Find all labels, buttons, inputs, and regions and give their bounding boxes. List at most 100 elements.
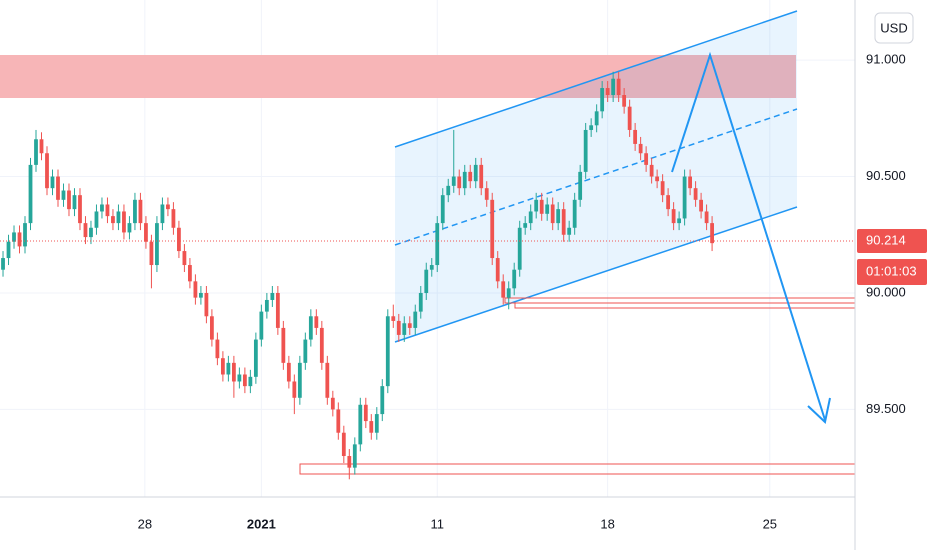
countdown-badge [857, 259, 927, 285]
candle-body [105, 204, 110, 217]
candle-body [138, 199, 143, 224]
candle-body [259, 311, 264, 340]
candle-body [166, 204, 170, 210]
candle-body [622, 95, 627, 107]
candle-body [539, 199, 544, 214]
currency[interactable]: USD [880, 20, 907, 35]
candle-body [710, 223, 714, 244]
candle-body [594, 111, 599, 126]
candle-body [292, 381, 297, 398]
candle-body [358, 404, 363, 445]
candle-body [144, 223, 148, 242]
candle-body [517, 227, 522, 270]
candle-body [506, 288, 511, 298]
x-tick-label: 11 [431, 516, 445, 531]
candle-body [633, 129, 638, 144]
candle-body [369, 421, 374, 433]
countdown: 01:01:03 [866, 263, 917, 278]
candle-body [209, 316, 214, 340]
candle-body [638, 143, 643, 154]
price-label: 90.214 [866, 232, 906, 247]
candle-body [611, 78, 616, 96]
currency-button[interactable] [874, 12, 914, 44]
x-tick-label: 25 [763, 516, 777, 531]
candle-body [600, 88, 605, 112]
candle-body [644, 153, 649, 165]
candle-body [111, 216, 115, 224]
candle-body [160, 204, 165, 224]
candle-body [468, 171, 473, 182]
candle-body [264, 299, 269, 312]
candle-body [347, 456, 352, 468]
candle-body [402, 323, 407, 335]
candle-body [528, 211, 533, 224]
candle-body [242, 374, 247, 387]
support-box [299, 463, 856, 475]
candle-body [567, 227, 572, 235]
x-tick-label: 28 [138, 516, 152, 531]
support-box [504, 297, 856, 304]
candle-body [127, 223, 132, 233]
candle-body [688, 176, 693, 189]
time-axis [0, 497, 855, 550]
candle-body [501, 281, 506, 298]
channel-mid [394, 108, 798, 246]
candle-body [330, 397, 335, 410]
candle-body [56, 176, 60, 200]
candle-body [451, 176, 456, 186]
candle-body [413, 311, 418, 328]
candle-body [133, 199, 137, 224]
candle-body [396, 320, 401, 335]
candle-body [440, 195, 445, 224]
candle-body [352, 444, 357, 468]
candle-body [78, 195, 82, 224]
candle-body [231, 362, 236, 382]
candle-body [418, 292, 423, 312]
candle-body [6, 241, 11, 259]
candle-body [100, 204, 104, 212]
candle-body [479, 164, 484, 189]
candle-body [39, 139, 44, 154]
candle-body [435, 223, 440, 266]
candles [1, 71, 714, 480]
candle-body [314, 316, 319, 328]
y-tick-label: 90.000 [866, 284, 906, 299]
candle-body [325, 362, 330, 398]
candle-body [171, 209, 176, 228]
candle-body [61, 190, 66, 200]
candle-body [336, 409, 341, 433]
candle-body [23, 223, 27, 247]
candle-body [28, 164, 33, 224]
candle-body [490, 199, 495, 259]
candle-body [193, 281, 198, 298]
candle-body [561, 209, 566, 235]
candle-body [704, 211, 709, 224]
candle-body [589, 125, 594, 130]
candle-body [89, 227, 93, 238]
x-tick-label: 18 [600, 516, 614, 531]
projection-arrow [671, 51, 826, 421]
y-tick-label: 91.000 [866, 52, 906, 67]
candle-body [34, 139, 38, 165]
candle-body [374, 414, 379, 433]
candle-body [270, 292, 275, 300]
candle-body [484, 188, 489, 200]
candle-body [605, 88, 610, 96]
candle-body [495, 258, 500, 282]
candle-body [204, 292, 209, 317]
candle-body [660, 181, 665, 196]
candle-body [457, 176, 462, 189]
candle-body [666, 195, 671, 210]
candle-body [72, 195, 77, 210]
candle-body [308, 316, 313, 340]
candle-body [512, 269, 517, 289]
resistance-zone [0, 55, 796, 98]
y-tick-label: 89.500 [866, 401, 906, 416]
candle-body [572, 199, 577, 228]
candle-body [550, 204, 555, 224]
candle-body [616, 78, 621, 96]
support-box [514, 302, 856, 309]
candle-body [188, 265, 192, 282]
